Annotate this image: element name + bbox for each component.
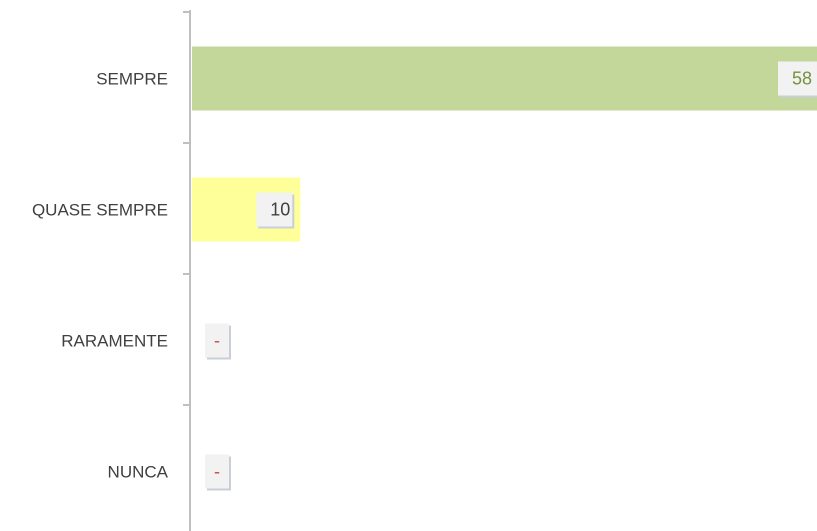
- data-label-value: -: [214, 462, 220, 482]
- data-label-value: -: [214, 331, 220, 351]
- data-label-box: [256, 192, 293, 227]
- data-label-box: [778, 61, 817, 96]
- data-label-box: [205, 454, 229, 489]
- data-label: 10: [256, 192, 295, 229]
- bar-sempre: [192, 46, 817, 111]
- category-axis: [183, 10, 191, 531]
- data-label-value: 10: [270, 200, 290, 220]
- data-label-box: [205, 323, 229, 358]
- category-label: QUASE SEMPRE: [32, 201, 168, 220]
- data-label: -: [205, 454, 231, 491]
- data-label: -: [205, 323, 231, 360]
- data-labels: 58 10 - -: [205, 61, 817, 491]
- category-labels: SEMPRE QUASE SEMPRE RARAMENTE NUNCA: [32, 70, 169, 482]
- data-label-value: 58: [792, 69, 812, 89]
- category-label: SEMPRE: [96, 70, 168, 89]
- data-label: 58: [778, 61, 817, 98]
- category-label: NUNCA: [108, 463, 169, 482]
- category-label: RARAMENTE: [61, 332, 168, 351]
